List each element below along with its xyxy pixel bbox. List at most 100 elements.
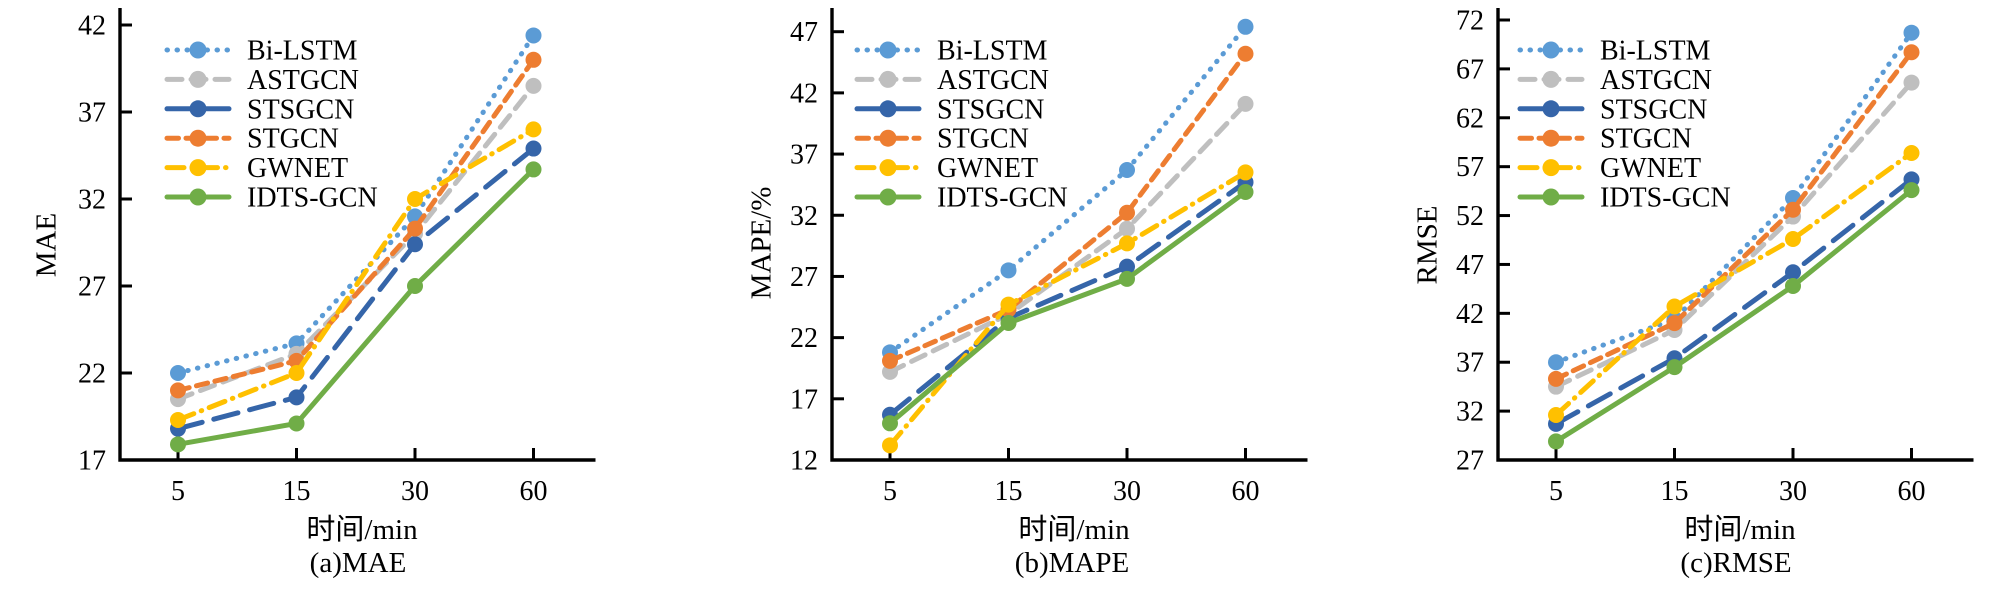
legend-marker bbox=[1542, 129, 1560, 147]
legend-marker bbox=[879, 129, 897, 147]
data-point bbox=[1785, 231, 1801, 248]
legend-label: STSGCN bbox=[1600, 94, 1707, 125]
data-point bbox=[1119, 270, 1135, 287]
y-tick-label: 42 bbox=[78, 11, 106, 42]
data-point bbox=[1666, 359, 1683, 376]
legend-marker bbox=[879, 41, 897, 59]
chart-panel-c: 27 32 37 42 47 52 57 62 67 72 5 15 30 60 Bi-LSTMASTGCN… bbox=[1456, 6, 1974, 507]
series-line bbox=[887, 179, 1248, 418]
legend-label: STGCN bbox=[1600, 124, 1692, 155]
legend-marker bbox=[189, 41, 207, 59]
y-tick-label: 27 bbox=[78, 272, 106, 303]
y-tick-label: 72 bbox=[1456, 6, 1484, 37]
y-axis-title-rmse: RMSE bbox=[1411, 205, 1444, 285]
series-bi-lstm bbox=[882, 18, 1254, 361]
data-point bbox=[1785, 277, 1801, 294]
series-line bbox=[1553, 30, 1914, 365]
data-point bbox=[1119, 220, 1135, 237]
series-line bbox=[887, 189, 1248, 426]
legend-item-gwnet: GWNET bbox=[1517, 153, 1701, 184]
y-axis-title-mape: MAPE/% bbox=[745, 186, 778, 300]
y-tick-label: 37 bbox=[78, 98, 106, 129]
data-point bbox=[1237, 18, 1254, 35]
data-point bbox=[407, 236, 423, 253]
series-stsgcn bbox=[170, 140, 542, 437]
legend-item-stgcn: STGCN bbox=[1517, 124, 1692, 155]
series-line bbox=[175, 146, 536, 432]
legend-label: STSGCN bbox=[247, 94, 354, 125]
legend-item-stsgcn: STSGCN bbox=[854, 94, 1044, 125]
y-tick-label: 52 bbox=[1456, 201, 1484, 232]
series-line bbox=[887, 24, 1248, 355]
x-tick-label: 5 bbox=[171, 476, 185, 507]
data-point bbox=[1785, 264, 1801, 281]
x-tick-label: 30 bbox=[1113, 476, 1141, 507]
data-point bbox=[1237, 45, 1254, 62]
data-point bbox=[1903, 182, 1920, 199]
data-point bbox=[882, 437, 898, 454]
series-idts-gcn bbox=[882, 184, 1254, 432]
data-point bbox=[1785, 201, 1801, 218]
data-point bbox=[525, 77, 542, 94]
legend-item-bi-lstm: Bi-LSTM bbox=[1517, 36, 1711, 67]
series-line bbox=[1553, 49, 1914, 382]
data-point bbox=[288, 415, 305, 432]
data-point bbox=[407, 220, 423, 237]
y-tick-label: 27 bbox=[790, 262, 818, 293]
x-axis-title-a: 时间/min bbox=[306, 514, 418, 546]
y-tick-label: 42 bbox=[1456, 299, 1484, 330]
legend-item-astgcn: ASTGCN bbox=[854, 65, 1049, 96]
data-point bbox=[1119, 235, 1135, 252]
series-line bbox=[175, 57, 536, 393]
data-point bbox=[525, 161, 542, 178]
legend-marker bbox=[1542, 70, 1560, 88]
data-point bbox=[1119, 204, 1135, 221]
data-point bbox=[170, 365, 186, 381]
y-tick-label: 42 bbox=[790, 78, 818, 109]
legend-label: STGCN bbox=[247, 124, 339, 155]
series-line bbox=[175, 166, 536, 447]
x-tick-label: 5 bbox=[1549, 476, 1563, 507]
chart-panel-b: 12 17 22 27 32 37 42 47 5 15 30 60 Bi-LSTMASTGCNSTSG… bbox=[790, 8, 1308, 507]
x-tick-label: 5 bbox=[883, 476, 897, 507]
y-tick-label: 47 bbox=[790, 17, 818, 48]
legend-item-idts-gcn: IDTS-GCN bbox=[1517, 183, 1731, 214]
legend-label: GWNET bbox=[1600, 153, 1701, 184]
legend-label: ASTGCN bbox=[937, 65, 1049, 96]
legend-marker bbox=[879, 159, 897, 177]
legend-marker bbox=[879, 70, 897, 88]
legend-item-gwnet: GWNET bbox=[854, 153, 1038, 184]
data-point bbox=[1000, 262, 1017, 279]
axis-lines bbox=[830, 8, 1308, 462]
data-point bbox=[1548, 370, 1564, 387]
data-point bbox=[1000, 296, 1017, 313]
legend-item-idts-gcn: IDTS-GCN bbox=[854, 183, 1068, 214]
legend-label: IDTS-GCN bbox=[247, 183, 378, 214]
legend-item-stsgcn: STSGCN bbox=[164, 94, 354, 125]
x-tick-label: 30 bbox=[1779, 476, 1807, 507]
y-tick-label: 22 bbox=[78, 359, 106, 390]
y-axis-title-mae: MAE bbox=[30, 212, 63, 278]
series-stgcn bbox=[170, 51, 542, 399]
data-point bbox=[288, 365, 305, 381]
chart-caption-a: (a)MAE bbox=[309, 547, 407, 579]
legend-item-stgcn: STGCN bbox=[854, 124, 1029, 155]
legend-marker bbox=[189, 70, 207, 88]
data-point bbox=[170, 436, 186, 453]
x-axis-title-c: 时间/min bbox=[1684, 514, 1796, 546]
data-point bbox=[1903, 24, 1920, 41]
legend-item-stgcn: STGCN bbox=[164, 124, 339, 155]
data-point bbox=[1000, 314, 1017, 331]
legend-label: GWNET bbox=[247, 153, 348, 184]
x-tick-label: 15 bbox=[995, 476, 1023, 507]
data-point bbox=[1903, 44, 1920, 61]
x-axis-title-b: 时间/min bbox=[1018, 514, 1130, 546]
legend-marker bbox=[1542, 41, 1560, 59]
series-gwnet bbox=[170, 121, 542, 428]
chart-caption-c: (c)RMSE bbox=[1680, 547, 1792, 579]
y-tick-label: 37 bbox=[1456, 348, 1484, 379]
